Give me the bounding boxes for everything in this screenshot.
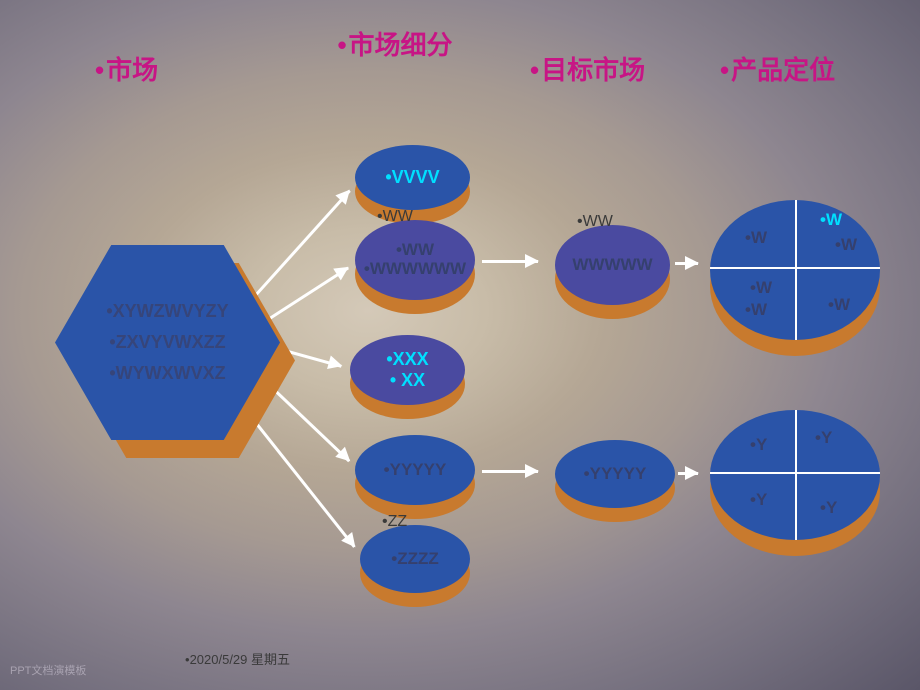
quadrant-label: W bbox=[820, 210, 842, 230]
disc-label: •WW bbox=[396, 241, 434, 260]
hex-line-2: ZXVYVWXZZ bbox=[109, 332, 225, 353]
hex-line-1: XYWZWVYZY bbox=[106, 301, 228, 322]
disc-label: •WWWWWW bbox=[364, 260, 466, 279]
arrow bbox=[675, 262, 698, 265]
quadrant-label: W bbox=[745, 300, 767, 320]
header-segment: •市场细分 bbox=[335, 25, 455, 62]
disc-label: •YYYYY bbox=[584, 465, 647, 484]
footer-template: PPT文档演模板 bbox=[10, 662, 86, 678]
disc-over-label: •WW bbox=[377, 208, 413, 226]
disc-over-label: •WW bbox=[577, 213, 613, 231]
quadrant-label: Y bbox=[750, 490, 767, 510]
disc-label: •ZZZZ bbox=[391, 550, 439, 569]
segment-disc-y: •YYYYY bbox=[355, 435, 475, 519]
arrow bbox=[482, 260, 538, 263]
disc-label: WWWWW bbox=[572, 256, 652, 275]
hex-line-3: WYWXWVXZ bbox=[109, 363, 225, 384]
disc-label: •YYYYY bbox=[384, 461, 447, 480]
disc-label: •VVVV bbox=[385, 167, 439, 188]
quadrant-label: W bbox=[750, 278, 772, 298]
position-disc-py: Y Y Y Y bbox=[710, 410, 880, 556]
disc-label: •XXX bbox=[386, 349, 428, 370]
quadrant-label: W bbox=[835, 235, 857, 255]
disc-label: • XX bbox=[390, 370, 425, 391]
quadrant-label: Y bbox=[815, 428, 832, 448]
quadrant-label: Y bbox=[750, 435, 767, 455]
segment-disc-w: •WW•WWWWWW•WW bbox=[355, 220, 475, 314]
target-disc-ty: •YYYYY bbox=[555, 440, 675, 522]
arrow bbox=[678, 472, 698, 475]
segment-disc-x: •XXX• XX bbox=[350, 335, 465, 419]
header-market: •市场 bbox=[95, 50, 158, 87]
quadrant-label: Y bbox=[820, 498, 837, 518]
segment-disc-z: •ZZZZ•ZZ bbox=[360, 525, 470, 607]
header-position: •产品定位 bbox=[720, 50, 835, 87]
disc-over-label: •ZZ bbox=[382, 513, 407, 531]
header-target: •目标市场 bbox=[530, 50, 645, 87]
market-hexagon: XYWZWVYZY ZXVYVWXZZ WYWXWVXZ bbox=[55, 245, 280, 440]
quadrant-label: W bbox=[828, 295, 850, 315]
target-disc-tw: WWWWW•WW bbox=[555, 225, 670, 319]
arrow bbox=[482, 470, 538, 473]
footer-date: 2020/5/29 星期五 bbox=[185, 649, 290, 668]
quadrant-label: W bbox=[745, 228, 767, 248]
position-disc-pw: WWWWWW bbox=[710, 200, 880, 356]
